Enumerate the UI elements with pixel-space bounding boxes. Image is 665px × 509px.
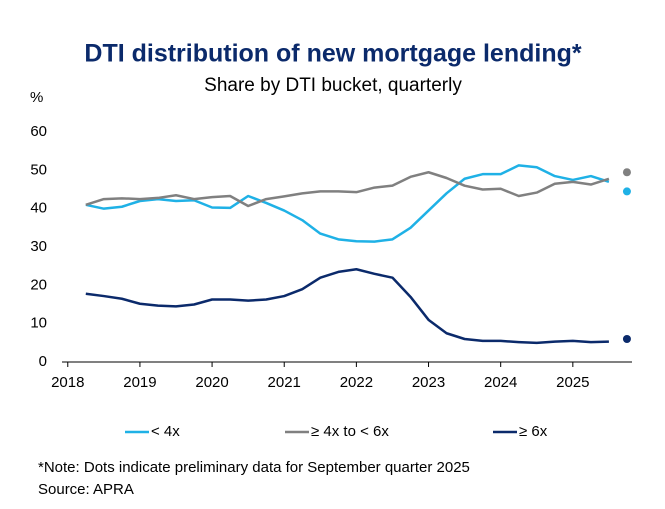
preliminary-dot — [622, 187, 631, 196]
y-axis-label: % — [30, 89, 43, 106]
x-tick-label: 2018 — [51, 374, 84, 391]
y-tick-label: 30 — [30, 238, 47, 255]
chart-title: DTI distribution of new mortgage lending… — [84, 40, 581, 68]
y-tick-label: 10 — [30, 315, 47, 332]
series-line — [85, 171, 610, 208]
x-tick-label: 2023 — [412, 374, 445, 391]
source: Source: APRA — [38, 481, 134, 498]
x-tick-label: 2019 — [123, 374, 156, 391]
note: *Note: Dots indicate preliminary data fo… — [38, 459, 470, 476]
y-tick-label: 0 — [39, 353, 47, 370]
x-tick-label: 2024 — [484, 374, 517, 391]
y-tick-label: 20 — [30, 276, 47, 293]
legend-label: ≥ 4x to < 6x — [311, 423, 389, 440]
x-tick-label: 2021 — [268, 374, 301, 391]
legend-label: ≥ 6x — [519, 423, 548, 440]
y-tick-label: 60 — [30, 123, 47, 140]
x-tick-label: 2025 — [556, 374, 589, 391]
series-line — [85, 164, 610, 243]
y-tick-label: 40 — [30, 200, 47, 217]
x-tick-label: 2020 — [195, 374, 228, 391]
preliminary-dot — [622, 335, 631, 343]
series-line — [85, 267, 609, 345]
chart-subtitle: Share by DTI bucket, quarterly — [204, 75, 462, 96]
preliminary-dot — [622, 168, 631, 177]
legend-label: < 4x — [151, 423, 180, 440]
y-tick-label: 50 — [30, 161, 47, 178]
x-tick-label: 2022 — [340, 374, 373, 391]
